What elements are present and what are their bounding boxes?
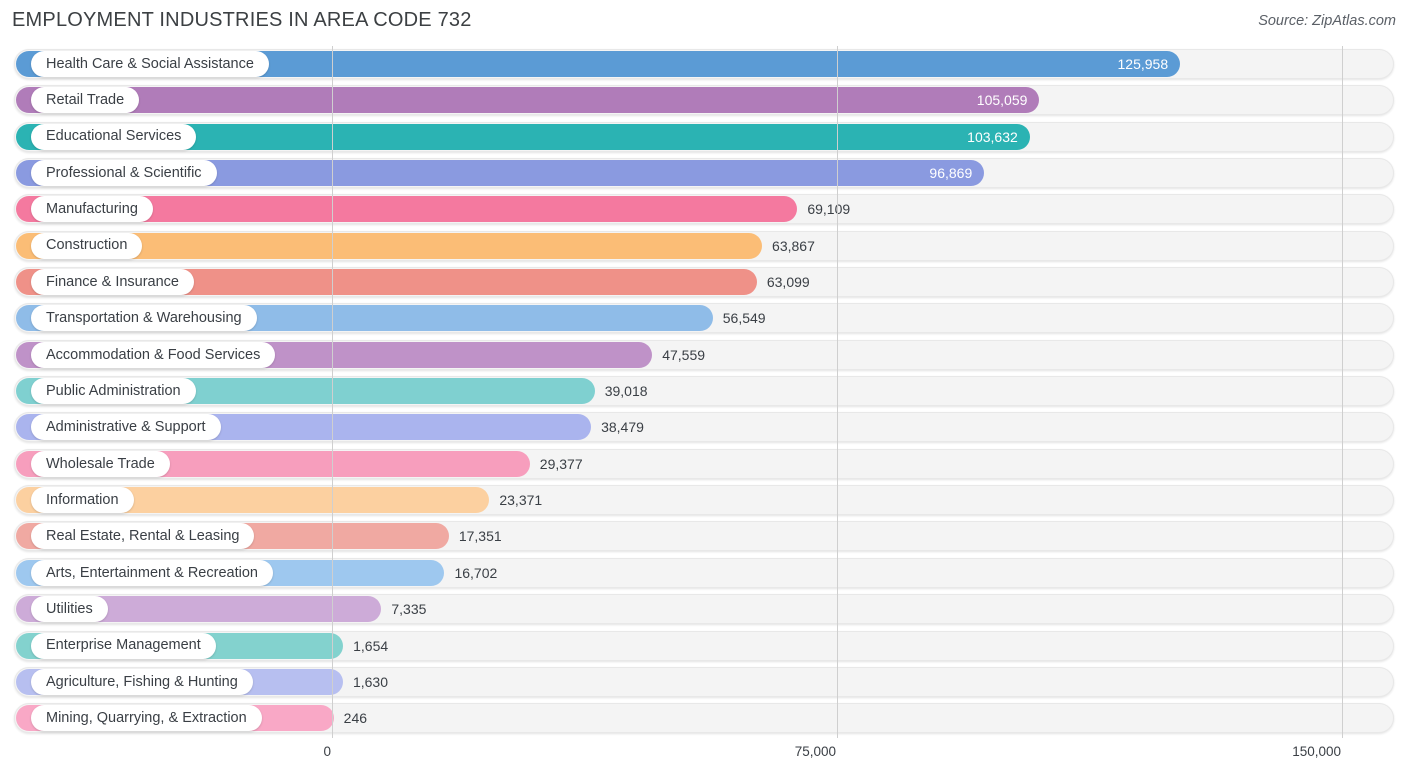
category-pill: Utilities [31, 596, 108, 623]
category-pill: Wholesale Trade [31, 450, 170, 477]
category-pill: Arts, Entertainment & Recreation [31, 559, 273, 586]
category-pill: Retail Trade [31, 87, 140, 114]
category-pill: Manufacturing [31, 196, 153, 223]
value-label: 63,099 [766, 274, 810, 291]
bar-row[interactable]: Professional & Scientific 96,869 [0, 155, 1406, 191]
value-label: 69,109 [807, 201, 851, 218]
bar-row[interactable]: Mining, Quarrying, & Extraction 246 [0, 700, 1406, 736]
category-pill: Health Care & Social Assistance [31, 51, 269, 77]
value-label: 103,632 [967, 128, 1018, 145]
category-label: Health Care & Social Assistance [46, 55, 254, 72]
bar-row[interactable]: Manufacturing 69,109 [0, 191, 1406, 227]
category-pill: Professional & Scientific [31, 160, 217, 187]
category-label: Agriculture, Fishing & Hunting [46, 673, 238, 690]
bar-row[interactable]: Administrative & Support 38,479 [0, 409, 1406, 445]
category-pill: Mining, Quarrying, & Extraction [31, 705, 262, 732]
value-label: 96,869 [929, 165, 973, 182]
category-pill: Transportation & Warehousing [31, 305, 257, 332]
value-label: 125,958 [1117, 56, 1169, 72]
value-label: 39,018 [604, 383, 648, 400]
bar-row[interactable]: Agriculture, Fishing & Hunting 1,630 [0, 664, 1406, 700]
bar-row[interactable]: Wholesale Trade 29,377 [0, 446, 1406, 482]
bar-row[interactable]: Enterprise Management 1,654 [0, 628, 1406, 664]
page-title: EMPLOYMENT INDUSTRIES IN AREA CODE 732 [12, 9, 472, 31]
category-label: Public Administration [46, 382, 181, 399]
bar-row[interactable]: Construction 63,867 [0, 228, 1406, 264]
category-pill: Finance & Insurance [31, 269, 194, 296]
category-label: Manufacturing [46, 201, 138, 218]
category-label: Wholesale Trade [46, 455, 155, 472]
value-label: 1,630 [352, 673, 389, 690]
axis-tick-label: 75,000 [794, 744, 836, 759]
bar-row[interactable]: Utilities 7,335 [0, 591, 1406, 627]
category-pill: Information [31, 487, 134, 514]
bar-row[interactable]: Health Care & Social Assistance 125,958 [0, 46, 1406, 82]
category-label: Retail Trade [46, 92, 125, 109]
bar-row[interactable]: Public Administration 39,018 [0, 373, 1406, 409]
category-pill: Educational Services [31, 123, 197, 150]
bar-row[interactable]: Finance & Insurance 63,099 [0, 264, 1406, 300]
value-bar[interactable] [16, 87, 1040, 114]
category-pill: Enterprise Management [31, 632, 216, 659]
value-label: 23,371 [499, 492, 543, 509]
bar-row[interactable]: Accommodation & Food Services 47,559 [0, 337, 1406, 373]
value-label: 1,654 [353, 637, 389, 654]
value-label: 16,702 [454, 564, 498, 581]
category-pill: Construction [31, 232, 143, 259]
category-label: Professional & Scientific [46, 164, 202, 181]
category-label: Enterprise Management [46, 637, 201, 654]
value-label: 246 [343, 710, 368, 727]
bar-row[interactable]: Information 23,371 [0, 482, 1406, 518]
category-label: Mining, Quarrying, & Extraction [46, 709, 247, 726]
category-label: Transportation & Warehousing [46, 310, 242, 327]
category-label: Utilities [46, 600, 93, 617]
category-label: Construction [46, 237, 128, 254]
category-label: Educational Services [46, 128, 182, 145]
axis-tick-label: 0 [323, 744, 331, 759]
value-label: 29,377 [539, 455, 583, 472]
value-label: 105,059 [976, 92, 1028, 109]
value-label: 7,335 [391, 601, 427, 618]
value-label: 47,559 [662, 346, 706, 363]
category-pill: Real Estate, Rental & Leasing [31, 523, 255, 550]
category-label: Real Estate, Rental & Leasing [46, 528, 240, 545]
bar-row[interactable]: Educational Services 103,632 [0, 119, 1406, 155]
category-label: Accommodation & Food Services [46, 346, 261, 363]
category-label: Administrative & Support [46, 419, 206, 436]
value-label: 38,479 [601, 419, 644, 436]
category-pill: Agriculture, Fishing & Hunting [31, 668, 253, 695]
bar-row[interactable]: Transportation & Warehousing 56,549 [0, 300, 1406, 336]
value-label: 63,867 [772, 237, 815, 254]
axis-tick-label: 150,000 [1292, 744, 1341, 759]
plot-area: Health Care & Social Assistance 125,958 Re… [0, 46, 1406, 738]
chart-header: EMPLOYMENT INDUSTRIES IN AREA CODE 732 S… [0, 0, 1406, 46]
source-attribution: Source: ZipAtlas.com [1258, 13, 1396, 29]
bar-row[interactable]: Real Estate, Rental & Leasing 17,351 [0, 518, 1406, 554]
category-pill: Accommodation & Food Services [31, 341, 276, 368]
category-pill: Public Administration [31, 378, 196, 405]
value-label: 17,351 [458, 528, 502, 545]
value-label: 56,549 [722, 310, 766, 327]
category-pill: Administrative & Support [31, 414, 221, 441]
bar-row[interactable]: Retail Trade 105,059 [0, 82, 1406, 118]
category-label: Finance & Insurance [46, 273, 179, 290]
bar-rows: Health Care & Social Assistance 125,958 Re… [0, 46, 1406, 737]
x-axis: 0 75,000 150,000 [0, 736, 1406, 776]
category-label: Information [46, 491, 119, 508]
bar-row[interactable]: Arts, Entertainment & Recreation 16,702 [0, 555, 1406, 591]
category-label: Arts, Entertainment & Recreation [46, 564, 258, 581]
